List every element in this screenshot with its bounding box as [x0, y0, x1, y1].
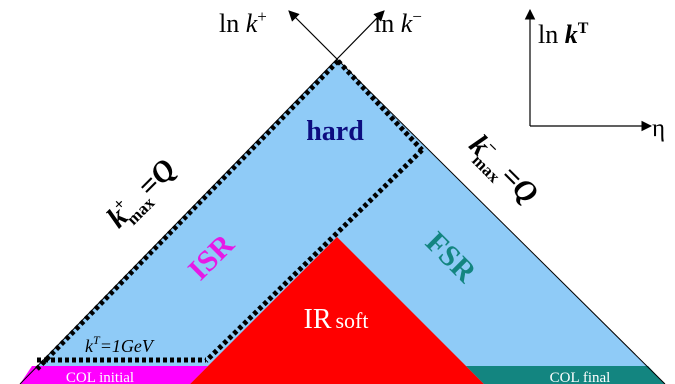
kplus-axis-arrow — [288, 10, 338, 60]
col-initial-label: COL initial — [66, 370, 134, 384]
kt-min-label: kT=1GeV — [85, 333, 155, 356]
ir-soft-region — [190, 237, 484, 384]
hard-region-left-border — [35, 59, 340, 371]
kminus-axis-label: ln k− — [374, 7, 422, 38]
kt-axis-label: ln kT — [538, 20, 589, 49]
hard-region-lower-border — [204, 148, 424, 363]
right-edge-kminus-max — [336, 58, 666, 384]
ir-soft-label: IR soft — [304, 304, 369, 335]
col-final-label: COL final — [550, 370, 611, 384]
eta-axis-label: η — [652, 115, 665, 142]
kminus-axis-arrow — [336, 10, 385, 60]
kplus-max-label: k+max=Q — [100, 152, 186, 238]
col-initial-band — [20, 366, 208, 384]
hard-region-right-border — [336, 59, 424, 152]
hard-label: hard — [306, 116, 364, 147]
dotted-boundaries — [35, 59, 424, 371]
kplus-axis-label: ln k+ — [219, 7, 267, 38]
col-final-band — [466, 366, 665, 384]
phase-space-triangle — [20, 59, 665, 384]
